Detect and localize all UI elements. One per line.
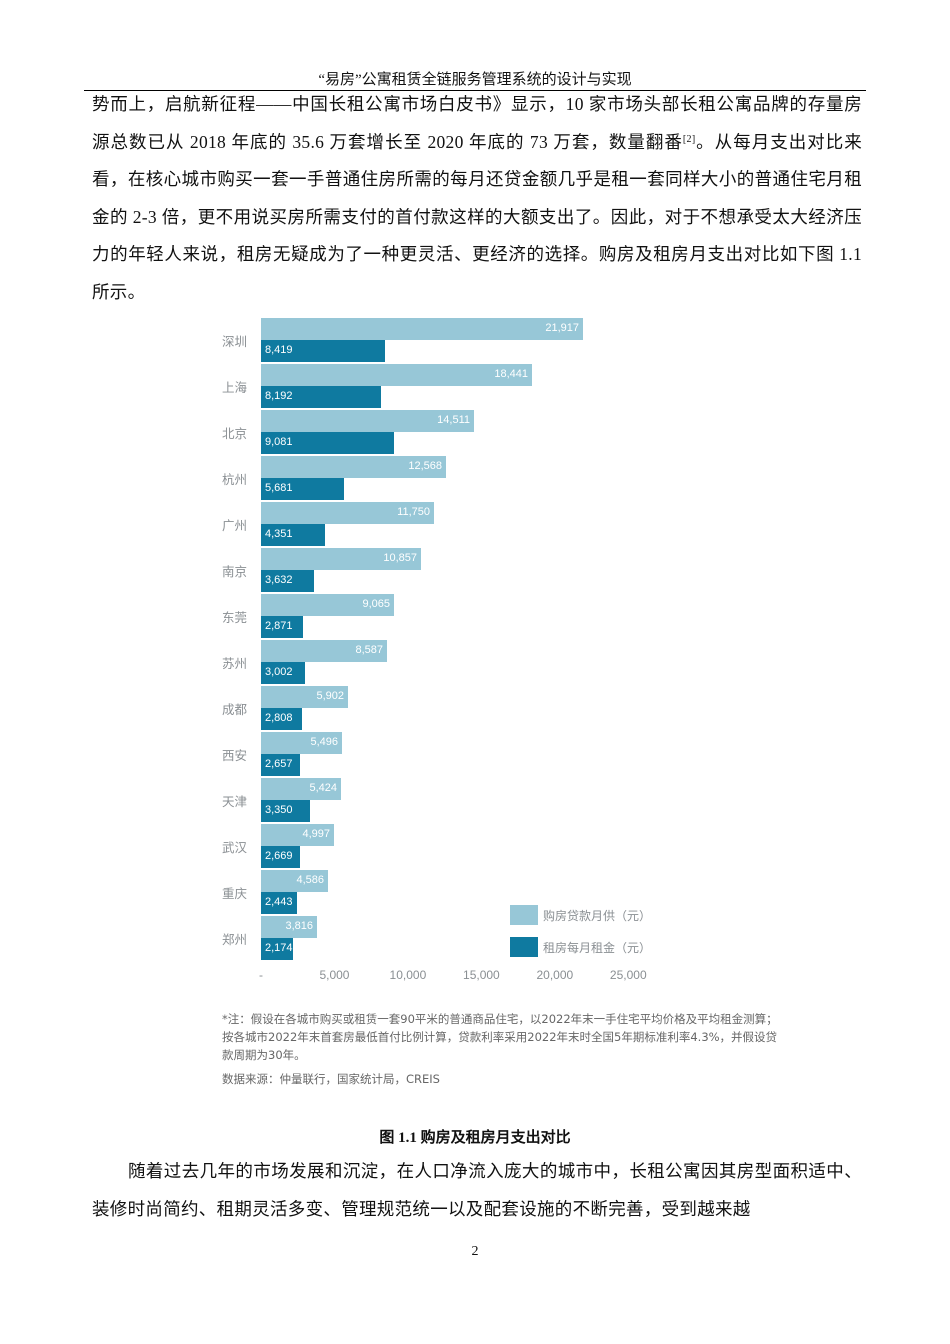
bar-value-label: 2,871 — [265, 620, 293, 632]
bar-value-label: 8,419 — [265, 344, 293, 356]
bar-value-label: 2,657 — [265, 758, 293, 770]
bar-value-label: 5,424 — [309, 782, 337, 794]
figure-source: 数据来源：仲量联行，国家统计局，CREIS — [222, 1072, 440, 1086]
bar-value-label: 4,351 — [265, 528, 293, 540]
page-number: 2 — [471, 1244, 479, 1259]
bar-value-label: 8,587 — [355, 644, 383, 656]
bar-value-label: 3,350 — [265, 804, 293, 816]
body-paragraph-2: 随着过去几年的市场发展和沉淀，在人口净流入庞大的城市中，长租公寓因其房型面积适中… — [92, 1161, 862, 1219]
rent-bar: 4,351 — [261, 524, 325, 546]
bar-value-label: 3,632 — [265, 574, 293, 586]
loan-bar: 5,424 — [261, 778, 341, 800]
bar-value-label: 11,750 — [397, 506, 430, 518]
category-label: 武汉 — [222, 840, 248, 855]
figure-caption: 图 1.1 购房及租房月支出对比 — [379, 1130, 571, 1146]
rent-bar: 3,350 — [261, 800, 310, 822]
bar-value-label: 2,808 — [265, 712, 293, 724]
legend-label: 租房每月租金（元） — [543, 941, 652, 955]
loan-bar: 11,750 — [261, 502, 434, 524]
running-header: “易房”公寓租赁全链服务管理系统的设计与实现 — [318, 72, 632, 88]
bar-value-label: 2,669 — [265, 850, 293, 862]
category-label: 苏州 — [222, 656, 248, 671]
rent-bar: 5,681 — [261, 478, 344, 500]
x-axis-tick: 10,000 — [389, 968, 427, 982]
para1-text-b: 。从每月支出对比来看，在核心城市购买一套一手普通住房所需的每月还贷金额几乎是租一… — [92, 131, 863, 302]
rent-bar: 2,174 — [261, 938, 293, 960]
category-label: 南京 — [222, 564, 248, 579]
loan-bar: 4,586 — [261, 870, 328, 892]
bar-value-label: 5,496 — [310, 736, 338, 748]
bar-value-label: 2,443 — [265, 896, 293, 908]
rent-bar: 2,871 — [261, 616, 303, 638]
category-label: 深圳 — [222, 334, 248, 349]
loan-bar: 21,917 — [261, 318, 583, 340]
loan-bar: 14,511 — [261, 410, 474, 432]
category-label: 北京 — [222, 426, 248, 441]
category-label: 上海 — [222, 380, 248, 395]
loan-bar: 4,997 — [261, 824, 334, 846]
rent-bar: 2,657 — [261, 754, 300, 776]
bar-value-label: 5,902 — [316, 690, 344, 702]
bar-value-label: 3,002 — [265, 666, 293, 678]
para1-text-a: 势而上，启航新征程——中国长租公寓市场白皮书》显示，10 家市场头部长租公寓品牌… — [92, 94, 862, 152]
figure-note: *注：假设在各城市购买或租赁一套90平米的普通商品住宅，以2022年末一手住宅平… — [222, 1012, 778, 1062]
category-label: 广州 — [222, 518, 248, 533]
x-axis-tick: 20,000 — [536, 968, 574, 982]
category-label: 成都 — [222, 702, 248, 717]
rent-bar: 8,192 — [261, 386, 381, 408]
bar-value-label: 18,441 — [494, 368, 528, 380]
x-axis-tick: - — [259, 968, 263, 982]
bar-value-label: 12,568 — [408, 460, 442, 472]
bar-value-label: 5,681 — [265, 482, 293, 494]
category-label: 重庆 — [222, 886, 248, 901]
legend-swatch — [510, 905, 538, 925]
loan-bar: 18,441 — [261, 364, 532, 386]
loan-bar: 5,496 — [261, 732, 342, 754]
x-axis-tick: 5,000 — [319, 968, 350, 982]
header-rule — [84, 90, 866, 91]
bar-value-label: 8,192 — [265, 390, 293, 402]
bar-value-label: 3,816 — [285, 920, 313, 932]
rent-bar: 2,669 — [261, 846, 300, 868]
bar-value-label: 14,511 — [437, 414, 470, 426]
bar-chart: 深圳 21,917 8,419 上海 18,441 8,192 北京 14,511 9,081 杭… — [210, 310, 670, 990]
rent-bar: 3,632 — [261, 570, 314, 592]
loan-bar: 8,587 — [261, 640, 387, 662]
loan-bar: 12,568 — [261, 456, 446, 478]
category-label: 天津 — [222, 794, 248, 809]
category-label: 杭州 — [222, 472, 248, 487]
bar-value-label: 21,917 — [545, 322, 579, 334]
rent-bar: 3,002 — [261, 662, 305, 684]
bar-value-label: 9,081 — [265, 436, 293, 448]
loan-bar: 10,857 — [261, 548, 421, 570]
category-label: 东莞 — [222, 610, 248, 625]
x-axis-tick: 25,000 — [609, 968, 647, 982]
loan-bar: 9,065 — [261, 594, 394, 616]
bar-value-label: 2,174 — [265, 942, 293, 954]
category-label: 西安 — [222, 748, 248, 763]
rent-bar: 2,443 — [261, 892, 297, 914]
rent-bar: 8,419 — [261, 340, 385, 362]
legend-label: 购房贷款月供（元） — [543, 909, 652, 923]
bar-value-label: 10,857 — [383, 552, 417, 564]
citation-ref[interactable]: [2] — [682, 133, 696, 145]
bar-value-label: 4,997 — [302, 828, 330, 840]
loan-bar: 5,902 — [261, 686, 348, 708]
rent-bar: 9,081 — [261, 432, 394, 454]
x-axis-tick: 15,000 — [463, 968, 500, 982]
legend-swatch — [510, 937, 538, 957]
category-label: 郑州 — [222, 932, 248, 947]
rent-bar: 2,808 — [261, 708, 302, 730]
bar-value-label: 9,065 — [362, 598, 390, 610]
bar-value-label: 4,586 — [296, 874, 324, 886]
body-paragraph-1: 势而上，启航新征程——中国长租公寓市场白皮书》显示，10 家市场头部长租公寓品牌… — [92, 86, 862, 311]
loan-bar: 3,816 — [261, 916, 317, 938]
